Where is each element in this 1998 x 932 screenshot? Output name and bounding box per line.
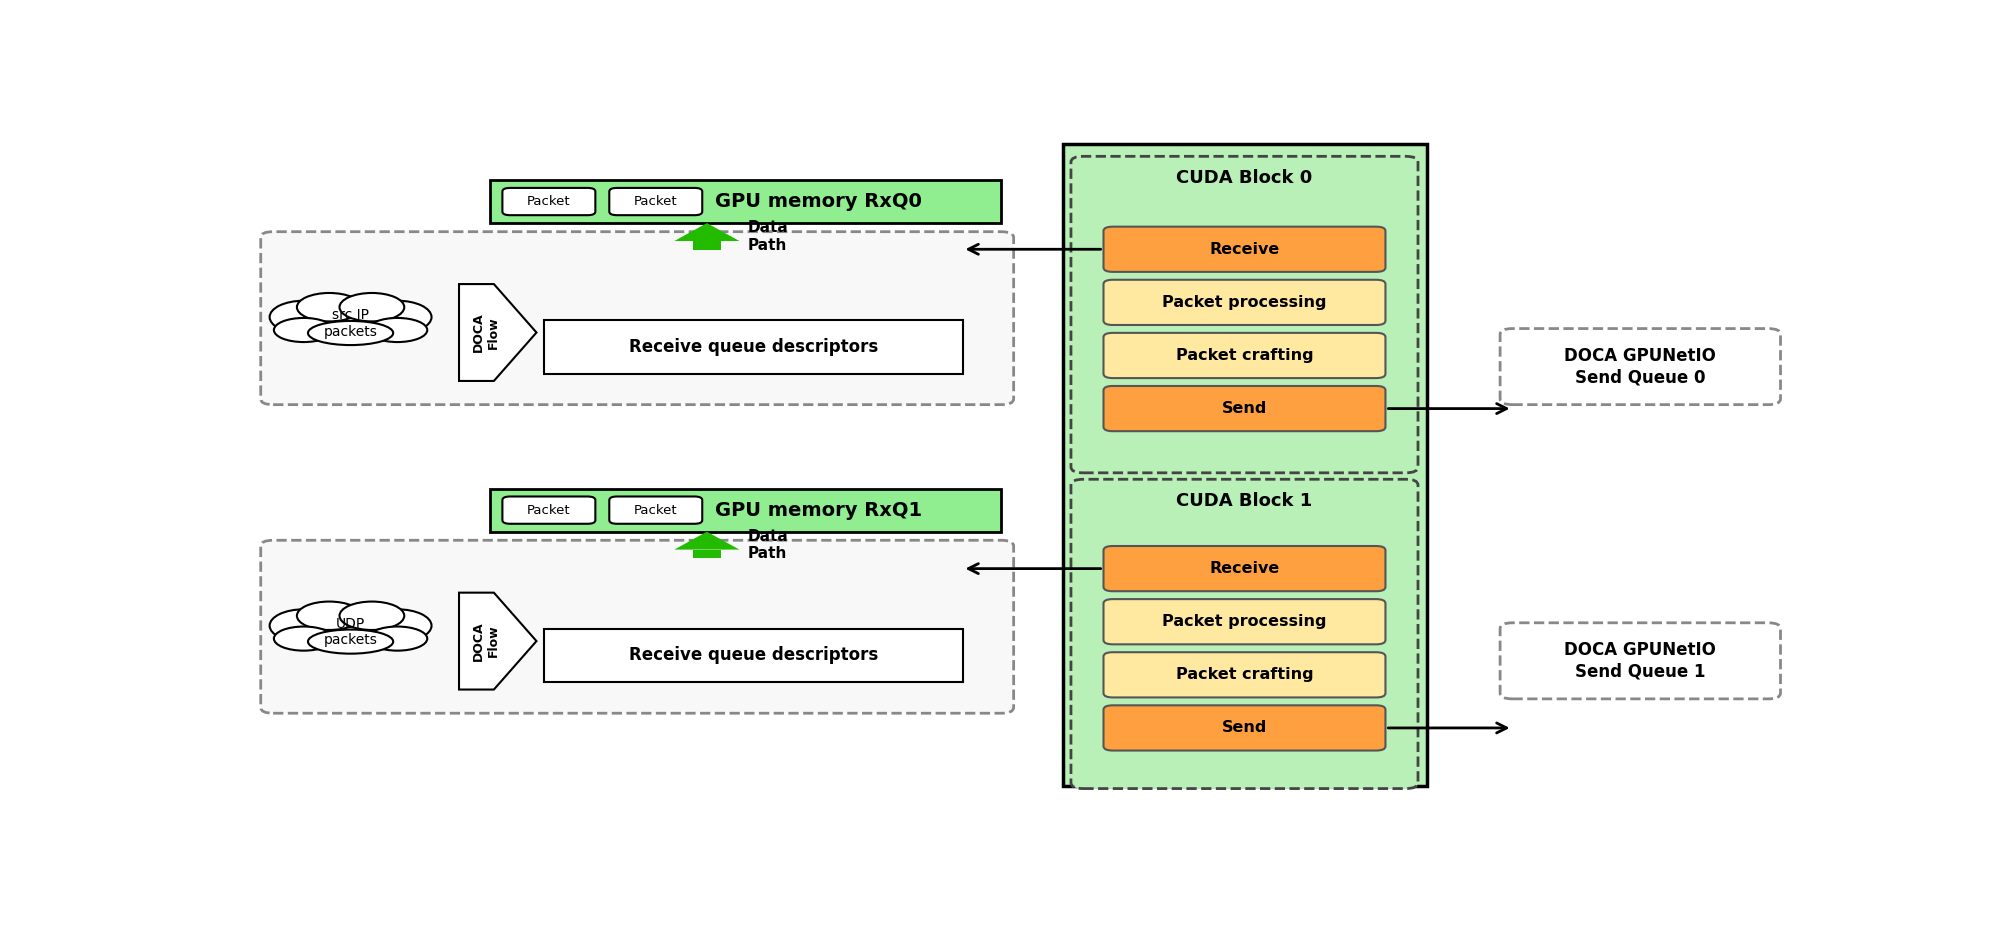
Ellipse shape bbox=[304, 304, 398, 343]
FancyBboxPatch shape bbox=[1498, 623, 1780, 699]
Text: Data
Path: Data Path bbox=[747, 528, 787, 561]
Text: Packet: Packet bbox=[633, 503, 677, 516]
Ellipse shape bbox=[270, 301, 338, 334]
FancyBboxPatch shape bbox=[1071, 479, 1417, 788]
Polygon shape bbox=[673, 223, 739, 241]
Bar bbox=[490, 180, 1001, 223]
Ellipse shape bbox=[304, 612, 398, 651]
Text: DOCA
Flow: DOCA Flow bbox=[472, 622, 500, 661]
FancyBboxPatch shape bbox=[609, 188, 701, 215]
Text: Packet: Packet bbox=[527, 503, 569, 516]
Text: Data
Path: Data Path bbox=[747, 220, 787, 253]
Ellipse shape bbox=[368, 626, 428, 651]
Ellipse shape bbox=[340, 293, 404, 322]
Text: Packet crafting: Packet crafting bbox=[1175, 667, 1313, 682]
FancyBboxPatch shape bbox=[1498, 329, 1780, 404]
Ellipse shape bbox=[308, 321, 394, 345]
Ellipse shape bbox=[364, 301, 432, 334]
FancyBboxPatch shape bbox=[260, 232, 1013, 404]
Ellipse shape bbox=[364, 610, 432, 642]
Text: GPU memory RxQ1: GPU memory RxQ1 bbox=[715, 500, 921, 520]
Ellipse shape bbox=[368, 318, 428, 342]
FancyBboxPatch shape bbox=[1103, 706, 1385, 750]
Polygon shape bbox=[460, 593, 535, 690]
FancyBboxPatch shape bbox=[609, 497, 701, 524]
Bar bbox=[543, 628, 963, 682]
Text: Packet crafting: Packet crafting bbox=[1175, 348, 1313, 363]
Text: CUDA Block 0: CUDA Block 0 bbox=[1175, 169, 1313, 186]
Ellipse shape bbox=[270, 610, 338, 642]
FancyBboxPatch shape bbox=[1103, 652, 1385, 697]
Ellipse shape bbox=[298, 601, 362, 630]
FancyBboxPatch shape bbox=[1103, 226, 1385, 272]
Text: DOCA GPUNetIO
Send Queue 0: DOCA GPUNetIO Send Queue 0 bbox=[1564, 348, 1716, 386]
Text: Send: Send bbox=[1221, 720, 1267, 735]
Ellipse shape bbox=[274, 626, 334, 651]
FancyBboxPatch shape bbox=[1103, 280, 1385, 325]
Polygon shape bbox=[460, 284, 535, 381]
Text: CUDA Block 1: CUDA Block 1 bbox=[1175, 492, 1313, 510]
Ellipse shape bbox=[340, 601, 404, 630]
Bar bbox=[1063, 144, 1427, 787]
Bar bbox=[490, 488, 1001, 531]
FancyBboxPatch shape bbox=[1103, 546, 1385, 591]
Text: Packet: Packet bbox=[527, 195, 569, 208]
FancyBboxPatch shape bbox=[1103, 599, 1385, 644]
Text: Receive: Receive bbox=[1209, 561, 1279, 576]
Text: UDP
packets: UDP packets bbox=[324, 617, 378, 647]
FancyBboxPatch shape bbox=[1103, 386, 1385, 432]
Ellipse shape bbox=[274, 318, 334, 342]
Text: Packet processing: Packet processing bbox=[1161, 614, 1327, 629]
Text: Receive queue descriptors: Receive queue descriptors bbox=[629, 647, 877, 665]
Bar bbox=[693, 550, 721, 558]
Ellipse shape bbox=[308, 629, 394, 653]
Bar bbox=[543, 320, 963, 374]
Text: Packet processing: Packet processing bbox=[1161, 295, 1327, 309]
FancyBboxPatch shape bbox=[501, 497, 595, 524]
Text: Send: Send bbox=[1221, 401, 1267, 416]
Bar bbox=[693, 241, 721, 250]
Polygon shape bbox=[673, 531, 739, 550]
Text: DOCA GPUNetIO
Send Queue 1: DOCA GPUNetIO Send Queue 1 bbox=[1564, 641, 1716, 680]
Text: src IP
packets: src IP packets bbox=[324, 308, 378, 338]
FancyBboxPatch shape bbox=[1103, 333, 1385, 378]
Text: Packet: Packet bbox=[633, 195, 677, 208]
Text: Receive: Receive bbox=[1209, 241, 1279, 257]
FancyBboxPatch shape bbox=[501, 188, 595, 215]
Ellipse shape bbox=[298, 293, 362, 322]
Text: DOCA
Flow: DOCA Flow bbox=[472, 313, 500, 352]
FancyBboxPatch shape bbox=[1071, 157, 1417, 473]
FancyBboxPatch shape bbox=[260, 541, 1013, 713]
Text: Receive queue descriptors: Receive queue descriptors bbox=[629, 338, 877, 356]
Text: GPU memory RxQ0: GPU memory RxQ0 bbox=[715, 192, 921, 211]
